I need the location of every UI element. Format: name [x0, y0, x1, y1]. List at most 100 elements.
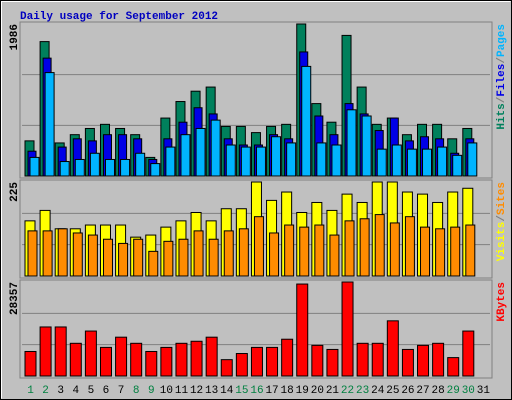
x-tick-label: 20 — [311, 385, 324, 397]
x-tick-label: 22 — [341, 385, 354, 397]
bar — [376, 148, 387, 177]
bar — [450, 226, 461, 277]
bar — [250, 346, 263, 377]
x-tick-label: 8 — [133, 385, 140, 397]
bar — [175, 342, 188, 377]
x-tick-label: 21 — [326, 385, 340, 397]
bar — [72, 232, 83, 277]
bar — [406, 148, 417, 177]
bar — [238, 228, 249, 277]
bar — [99, 346, 112, 377]
bar — [316, 142, 327, 177]
bar — [465, 224, 476, 277]
x-tick-label: 27 — [416, 385, 429, 397]
bar — [235, 353, 248, 377]
bar — [163, 240, 174, 277]
bar — [165, 146, 176, 177]
x-tick-label: 28 — [432, 385, 445, 397]
bar — [467, 142, 478, 177]
bar — [389, 222, 400, 277]
bar — [193, 230, 204, 277]
bar — [271, 136, 282, 177]
bar — [135, 152, 146, 177]
bar — [27, 230, 38, 277]
legend-separator: / — [496, 57, 508, 64]
bar — [314, 224, 325, 277]
bar — [160, 346, 173, 377]
bar — [452, 154, 463, 177]
bar — [118, 242, 129, 277]
bar — [447, 357, 460, 377]
x-tick-label: 13 — [205, 385, 218, 397]
bar — [178, 238, 189, 277]
bar — [39, 326, 52, 377]
bar — [130, 342, 143, 377]
x-tick-label: 3 — [57, 385, 64, 397]
bar — [89, 152, 100, 177]
x-tick-label: 6 — [103, 385, 110, 397]
bar — [299, 226, 310, 277]
bar — [311, 344, 324, 377]
bar — [371, 342, 384, 377]
bar — [296, 283, 309, 377]
legend-entry: Files — [496, 64, 508, 97]
legend-separator: / — [496, 96, 508, 103]
bar — [180, 134, 191, 177]
bar — [87, 234, 98, 277]
bar — [24, 350, 37, 377]
bar — [69, 342, 82, 377]
bar — [115, 336, 128, 377]
x-tick-label: 11 — [175, 385, 189, 397]
legend-entry: Visits — [496, 222, 508, 262]
legend-entry: Pages — [496, 24, 508, 57]
bar — [150, 163, 161, 177]
bar — [462, 330, 475, 377]
bar — [301, 65, 312, 177]
y-tick-label: 225 — [9, 182, 21, 202]
bar — [344, 220, 355, 277]
x-tick-label: 25 — [386, 385, 399, 397]
bar — [208, 238, 219, 277]
bar — [84, 330, 97, 377]
bar — [422, 148, 433, 177]
x-tick-label: 18 — [281, 385, 294, 397]
legend-entry: KBytes — [496, 282, 508, 322]
x-tick-label: 10 — [160, 385, 173, 397]
bar — [120, 158, 131, 177]
bar — [386, 320, 399, 377]
bar — [391, 144, 402, 177]
bar — [205, 336, 218, 377]
bar — [266, 346, 279, 377]
bar — [29, 156, 40, 177]
x-tick-label: 12 — [190, 385, 203, 397]
bar — [286, 142, 297, 177]
legend: KBytes — [496, 282, 508, 322]
bar — [420, 226, 431, 277]
x-tick-label: 16 — [250, 385, 263, 397]
x-tick-label: 23 — [356, 385, 369, 397]
bar — [437, 146, 448, 177]
bar — [417, 344, 430, 377]
legend-entry: Hits — [496, 103, 508, 129]
bar — [284, 224, 295, 277]
bar — [44, 72, 55, 177]
legend-separator: / — [496, 215, 508, 222]
bar — [356, 342, 369, 377]
x-tick-label: 15 — [235, 385, 248, 397]
x-tick-label: 9 — [148, 385, 155, 397]
y-tick-label: 1986 — [9, 24, 21, 50]
x-tick-label: 30 — [462, 385, 475, 397]
bar — [223, 230, 234, 277]
bar — [361, 115, 372, 177]
bar — [401, 348, 414, 377]
x-tick-label: 24 — [371, 385, 385, 397]
bar — [432, 342, 445, 377]
bar — [42, 230, 53, 277]
bar — [404, 216, 415, 277]
x-tick-label: 19 — [296, 385, 309, 397]
bar — [329, 234, 340, 277]
legend-entry: Sites — [496, 182, 508, 215]
bar — [269, 232, 280, 277]
